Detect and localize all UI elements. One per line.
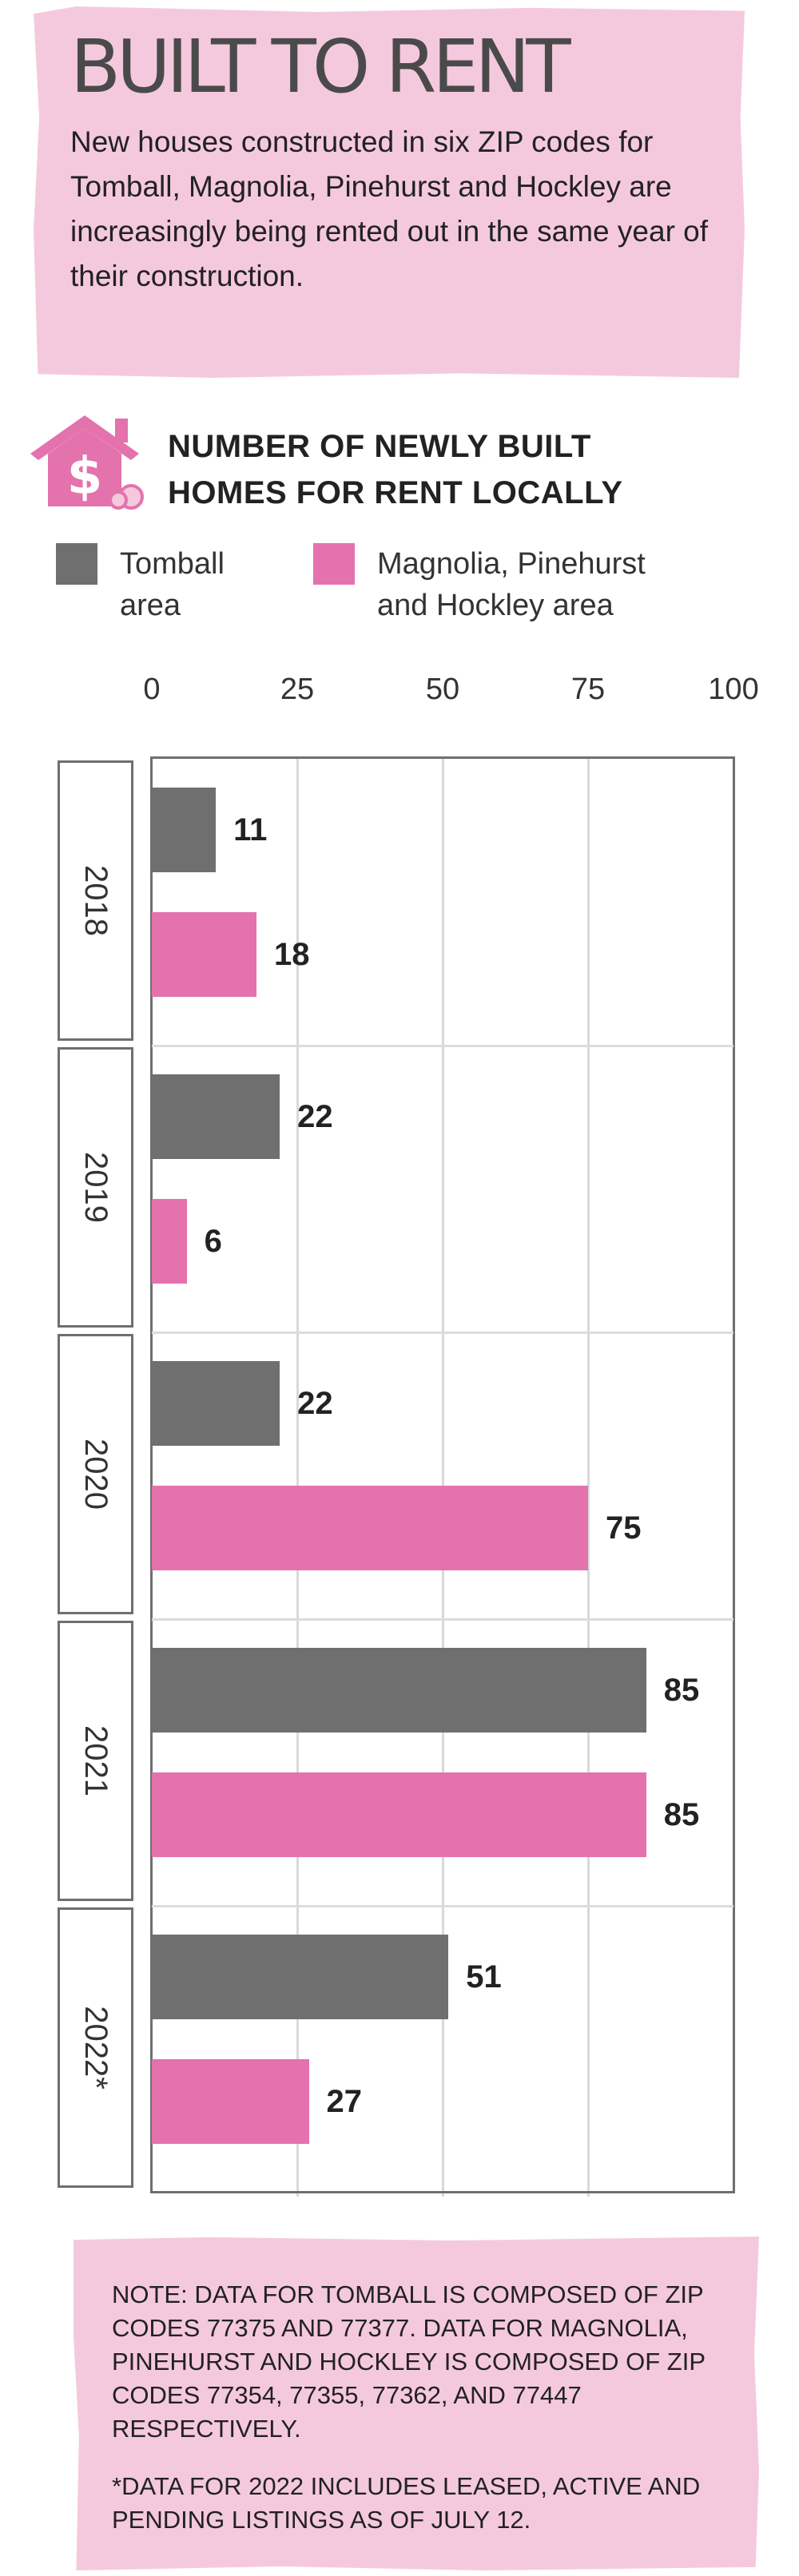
bar xyxy=(152,1935,449,2019)
intro-text: New houses constructed in six ZIP codes … xyxy=(70,125,709,292)
year-label-box: 2018 xyxy=(58,760,133,1041)
bar xyxy=(152,2059,309,2144)
data-label: 85 xyxy=(663,1797,700,1832)
data-label: 18 xyxy=(274,937,310,972)
bar xyxy=(152,1074,280,1159)
x-tick-label: 100 xyxy=(708,673,759,706)
bar xyxy=(152,912,257,997)
legend-swatch-tomball xyxy=(56,543,97,585)
group-divider xyxy=(152,1332,733,1334)
header-background xyxy=(34,6,745,378)
gridline xyxy=(296,759,299,2197)
legend-item-tomball: Tomball area xyxy=(56,543,225,626)
year-label-box: 2022* xyxy=(58,1907,133,2188)
data-label: 27 xyxy=(326,2084,363,2119)
bar xyxy=(152,1772,646,1857)
year-label: 2018 xyxy=(78,865,113,936)
year-label-box: 2019 xyxy=(58,1047,133,1328)
year-label: 2020 xyxy=(78,1439,113,1510)
note-zip-codes: NOTE: DATA FOR TOMBALL IS COMPOSED OF ZI… xyxy=(112,2280,706,2443)
data-label: 11 xyxy=(233,812,268,847)
house-with-dollar-sign-icon: $ xyxy=(30,415,144,510)
data-label: 22 xyxy=(297,1386,333,1421)
year-label: 2019 xyxy=(78,1152,113,1223)
data-label: 75 xyxy=(606,1510,642,1546)
x-tick-label: 0 xyxy=(143,673,161,706)
bar xyxy=(152,788,217,872)
group-divider xyxy=(152,1045,733,1047)
chart-heading: NUMBER OF NEWLY BUILT HOMES FOR RENT LOC… xyxy=(168,423,623,516)
note-2022-data: *DATA FOR 2022 INCLUDES LEASED, ACTIVE A… xyxy=(112,2472,701,2534)
chart-heading-line1: NUMBER OF NEWLY BUILT xyxy=(168,429,591,464)
legend-label-magnolia-line1: Magnolia, Pinehurst xyxy=(377,547,646,581)
legend-label-tomball-line1: Tomball xyxy=(120,547,225,581)
gridline xyxy=(442,759,444,2197)
bar xyxy=(152,1361,280,1446)
gridline xyxy=(587,759,590,2197)
data-label: 85 xyxy=(663,1673,700,1708)
group-divider xyxy=(152,1905,733,1907)
year-label-box: 2021 xyxy=(58,1621,133,1901)
year-label-box: 2020 xyxy=(58,1334,133,1614)
plot-frame xyxy=(150,756,735,2193)
x-tick-label: 25 xyxy=(280,673,315,706)
legend-swatch-magnolia xyxy=(313,543,355,585)
page-title: BUILT TO RENT xyxy=(70,24,571,109)
x-tick-label: 75 xyxy=(570,673,606,706)
bar xyxy=(152,1648,646,1733)
group-divider xyxy=(152,1618,733,1621)
data-label: 6 xyxy=(204,1224,222,1259)
legend-item-magnolia: Magnolia, Pinehurst and Hockley area xyxy=(313,543,646,626)
chart-heading-line2: HOMES FOR RENT LOCALLY xyxy=(168,475,623,510)
data-label: 22 xyxy=(297,1099,333,1134)
svg-text:$: $ xyxy=(67,447,103,506)
legend-label-magnolia-line2: and Hockley area xyxy=(377,589,614,622)
note-background xyxy=(74,2237,759,2570)
data-label: 51 xyxy=(466,1959,502,1995)
year-label: 2022* xyxy=(78,2006,113,2090)
year-label: 2021 xyxy=(78,1725,113,1796)
bar xyxy=(152,1486,588,1570)
bar xyxy=(152,1199,187,1284)
legend-label-tomball-line2: area xyxy=(120,589,181,622)
x-tick-label: 50 xyxy=(425,673,460,706)
